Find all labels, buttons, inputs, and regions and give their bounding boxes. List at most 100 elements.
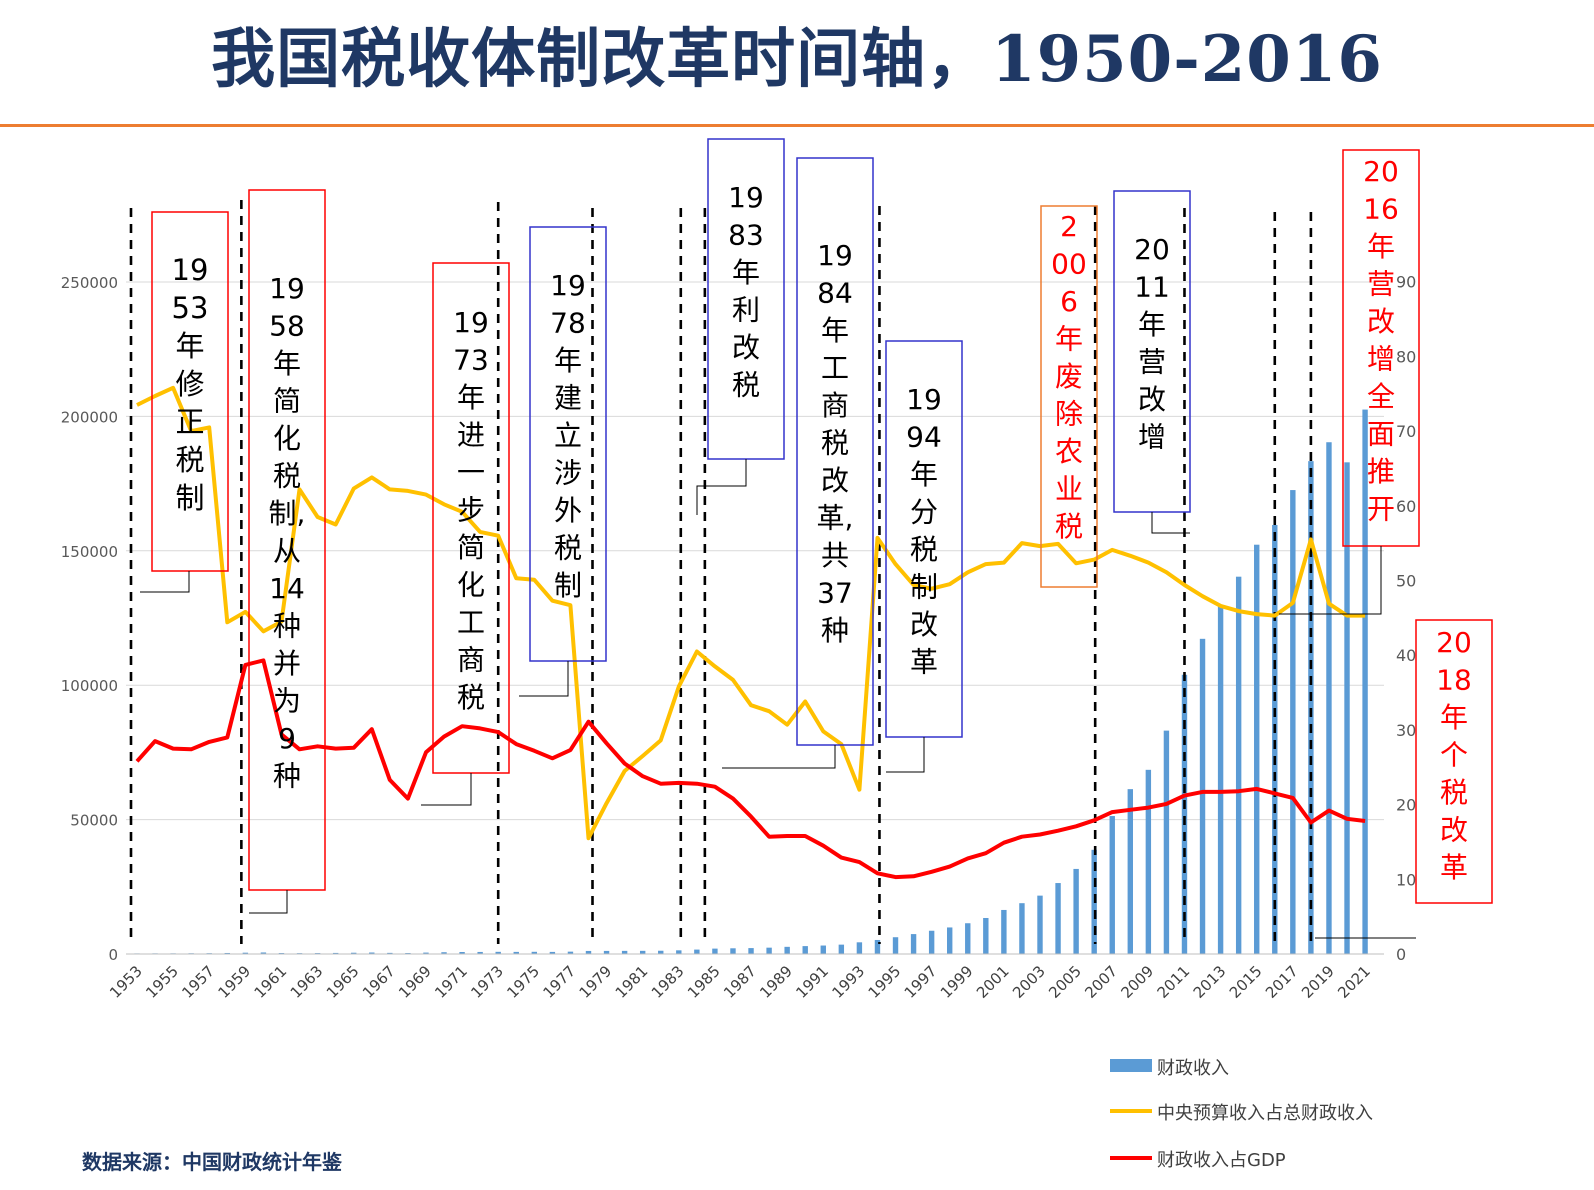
- annotation-text-line: 革,: [817, 502, 854, 535]
- x-tick-label: 2003: [1009, 962, 1049, 1002]
- annotation-leader: [886, 737, 925, 773]
- x-tick-label: 1999: [937, 962, 977, 1002]
- y-right-tick-label: 10: [1396, 870, 1416, 889]
- annotation-text-line: 工: [821, 352, 849, 385]
- annotation-2016: 20 16 年营改增全面推开: [1279, 149, 1420, 615]
- revenue-bar: [820, 945, 826, 954]
- annotation-text-line: 税: [910, 533, 938, 566]
- annotation-text-line: 16: [1363, 193, 1399, 226]
- revenue-bar: [423, 952, 429, 954]
- revenue-bar: [224, 952, 230, 954]
- annotation-label: 19 73 年进一步简化工商税: [453, 306, 489, 714]
- revenue-bar: [1127, 789, 1133, 954]
- y-right-tick-label: 30: [1396, 721, 1416, 740]
- annotation-1958: 19 58 年简化税制,从 14 种并为 9 种: [248, 189, 326, 914]
- y-left-tick-label: 250000: [61, 274, 118, 292]
- annotation-text-line: 个: [1440, 739, 1468, 772]
- bar-series-revenue: [134, 409, 1368, 954]
- annotation-text-line: 年: [1138, 308, 1166, 341]
- x-tick-label: 1983: [648, 962, 688, 1002]
- annotation-text-line: 19: [728, 181, 764, 214]
- revenue-bar: [260, 952, 267, 954]
- x-tick-label: 1973: [467, 962, 507, 1002]
- annotation-text-line: 20: [1134, 233, 1170, 266]
- x-tick-label: 1981: [612, 962, 652, 1002]
- revenue-bar: [549, 951, 556, 954]
- y-right-tick-label: 0: [1396, 945, 1406, 964]
- x-tick-label: 1977: [540, 962, 580, 1002]
- revenue-bar: [477, 951, 483, 954]
- annotation-text-line: 税: [821, 427, 849, 460]
- x-tick-label: 1997: [901, 962, 941, 1002]
- annotation-text-line: 37: [817, 577, 853, 610]
- x-tick-label: 2015: [1226, 962, 1266, 1002]
- annotation-text-line: 年: [1055, 323, 1083, 356]
- revenue-bar: [1272, 524, 1278, 954]
- annotation-2006: 2 00 6 年废除农业税: [1040, 205, 1098, 588]
- annotation-text-line: 进: [457, 419, 485, 452]
- reform-lines: [129, 200, 1313, 944]
- revenue-bar: [983, 917, 989, 954]
- x-tick-label: 1971: [431, 962, 471, 1002]
- annotation-text-line: 19: [453, 306, 489, 339]
- annotation-text-line: 改: [1367, 305, 1395, 338]
- annotation-text-line: 并: [273, 647, 301, 680]
- annotation-text-line: 年: [273, 347, 301, 380]
- revenue-bar: [1163, 730, 1170, 954]
- revenue-bar: [947, 927, 953, 954]
- annotation-text-line: 20: [1363, 155, 1399, 188]
- x-tick-label: 1961: [251, 962, 291, 1002]
- y-left-tick-label: 100000: [61, 677, 118, 695]
- revenue-bar: [1019, 903, 1025, 954]
- line-central-share: [136, 385, 1366, 841]
- revenue-bar: [495, 951, 501, 954]
- y-right-tick-label: 90: [1396, 273, 1416, 292]
- y-right-tick-label: 50: [1396, 572, 1416, 591]
- data-source: 数据来源：中国财政统计年鉴: [82, 1150, 342, 1174]
- x-tick-label: 2009: [1117, 962, 1157, 1002]
- annotation-text-line: 商: [821, 389, 849, 422]
- annotation-text-line: 为: [273, 685, 301, 718]
- x-tick-label: 2005: [1045, 962, 1085, 1002]
- annotation-text-line: 制,: [269, 497, 306, 530]
- legend-swatch-revenue: [1110, 1059, 1152, 1072]
- revenue-bar: [1001, 909, 1007, 954]
- annotation-text-line: 利: [732, 294, 760, 327]
- revenue-bar: [658, 950, 664, 954]
- revenue-bar: [1055, 883, 1061, 954]
- revenue-bar: [928, 930, 935, 954]
- annotation-leader: [1279, 546, 1382, 615]
- annotation-text-line: 改: [821, 464, 849, 497]
- annotation-text-line: 税: [273, 460, 301, 493]
- annotation-text-line: 革: [1440, 851, 1468, 884]
- annotation-label: 19 83 年利改税: [728, 181, 764, 402]
- annotation-text-line: 化: [457, 569, 485, 602]
- annotation-label: 20 16 年营改增全面推开: [1363, 155, 1399, 526]
- annotation-text-line: 废: [1055, 360, 1083, 393]
- annotation-2018: 20 18 年个税改革: [1315, 619, 1493, 939]
- annotation-1973: 19 73 年进一步简化工商税: [421, 262, 510, 806]
- revenue-bar: [387, 952, 393, 954]
- annotation-text-line: 58: [269, 310, 305, 343]
- annotation-text-line: 税: [1055, 510, 1083, 543]
- annotation-text-line: 营: [1367, 268, 1395, 301]
- revenue-bar: [1037, 895, 1043, 954]
- title-underline: [0, 124, 1594, 127]
- annotation-text-line: 84: [817, 277, 853, 310]
- annotation-label: 19 53 年修正税制: [172, 253, 209, 515]
- revenue-bar: [1344, 462, 1350, 954]
- x-tick-label: 1995: [865, 962, 905, 1002]
- revenue-bar: [459, 952, 465, 954]
- revenue-bar: [621, 950, 628, 954]
- revenue-bar: [676, 950, 682, 954]
- annotation-leader: [421, 773, 472, 806]
- annotation-text-line: 涉: [554, 457, 582, 490]
- x-tick-label: 1975: [503, 962, 543, 1002]
- revenue-bar: [603, 950, 610, 954]
- annotation-text-line: 73: [453, 344, 489, 377]
- annotation-text-line: 种: [273, 610, 301, 643]
- annotation-text-line: 改: [910, 608, 938, 641]
- annotation-text-line: 正: [175, 405, 204, 439]
- annotation-text-line: 工: [457, 606, 485, 639]
